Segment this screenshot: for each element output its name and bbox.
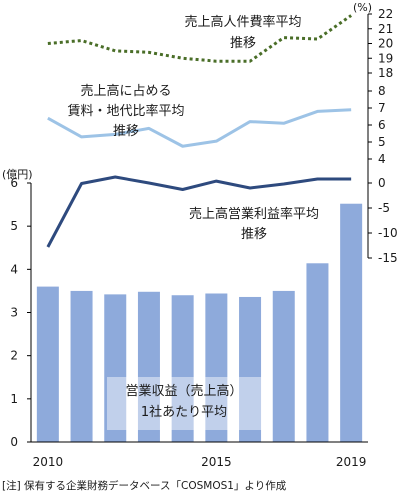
- right-tick-label: 5: [378, 135, 386, 149]
- bar: [137, 291, 160, 442]
- right-tick-label: 22: [378, 7, 393, 21]
- bar: [36, 286, 59, 442]
- left-tick-label: 6: [10, 176, 18, 190]
- left-axis-unit: (億円): [2, 168, 33, 181]
- rent-label-line3: 推移: [113, 124, 139, 139]
- left-tick-label: 2: [10, 349, 18, 363]
- right-tick-label: 19: [378, 51, 393, 65]
- rent-label-line1: 売上高に占める: [80, 83, 171, 99]
- right-tick-label: 7: [378, 101, 386, 115]
- bar: [340, 203, 363, 442]
- x-tick-label: 2010: [33, 455, 64, 469]
- personnel-label-line2: 推移: [230, 36, 256, 51]
- bar: [239, 296, 262, 442]
- right-tick-label: 0: [378, 176, 386, 190]
- right-tick-label: 21: [378, 22, 393, 36]
- left-tick-label: 4: [10, 262, 18, 276]
- right-tick-label: -15: [378, 251, 398, 265]
- bar-label-box: [107, 377, 262, 430]
- right-tick-label: 20: [378, 37, 393, 51]
- x-tick-label: 2019: [336, 455, 367, 469]
- right-tick-label: -10: [378, 226, 398, 240]
- bar: [306, 263, 329, 442]
- bar-series: [36, 203, 363, 442]
- x-tick-label: 2015: [201, 455, 232, 469]
- bar-label-line1: 営業収益（売上高）: [125, 383, 242, 399]
- x-axis-labels: 2010 2015 2019: [33, 455, 367, 469]
- bar: [70, 290, 93, 442]
- bar: [104, 294, 127, 442]
- personnel-label-line1: 売上高人件費率平均: [184, 14, 301, 30]
- right-tick-label: -5: [378, 201, 390, 215]
- left-tick-label: 1: [10, 392, 18, 406]
- left-tick-label: 0: [10, 435, 18, 449]
- rent-ratio-line: [47, 108, 352, 148]
- bar: [272, 290, 295, 442]
- right-tick-label: 6: [378, 118, 386, 132]
- bar: [171, 295, 194, 442]
- operating-margin-line: [46, 175, 352, 248]
- profit-label-line1: 売上高営業利益率平均: [189, 206, 319, 222]
- right-tick-label: 4: [378, 152, 386, 166]
- rent-label-line2: 賃料・地代比率平均: [67, 103, 184, 119]
- line-series-group: [46, 14, 353, 248]
- left-tick-label: 5: [10, 219, 18, 233]
- bar: [205, 293, 228, 442]
- right-tick-label: 18: [378, 66, 393, 80]
- profit-label-line2: 推移: [241, 227, 267, 242]
- left-axis-ticks: 0 1 2 3 4 5 6: [10, 176, 31, 449]
- bar-label-line2: 1社あたり平均: [141, 404, 227, 420]
- left-tick-label: 3: [10, 306, 18, 320]
- right-tick-label: 8: [378, 84, 386, 98]
- source-note: [注] 保有する企業財務データベース「COSMOS1」より作成: [2, 479, 287, 492]
- right-axis-unit: (%): [353, 1, 372, 14]
